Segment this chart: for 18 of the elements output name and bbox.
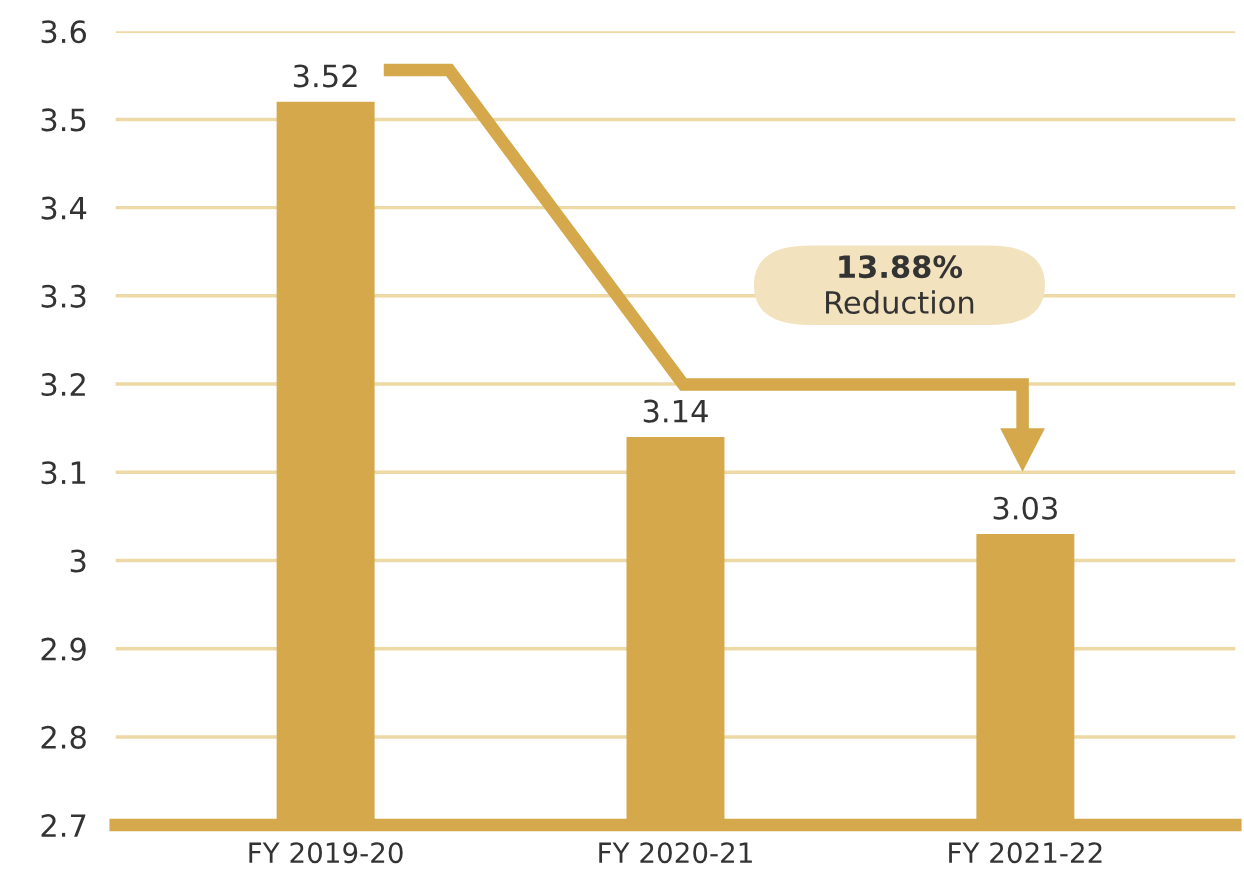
x-tick-label: FY 2021-22 [949, 842, 1102, 864]
data-label: 3.14 [643, 399, 708, 423]
x-tick-label: FY 2020-21 [599, 842, 752, 864]
y-tick-label: 3 [70, 549, 86, 573]
y-tick-label: 2.8 [41, 725, 86, 749]
y-tick-label: 3.1 [41, 461, 86, 485]
y-tick-label: 2.7 [41, 814, 86, 837]
y-tick-label: 3.3 [41, 284, 86, 308]
y-tick-label: 3.2 [41, 372, 85, 397]
y-tick-label: 3.5 [41, 108, 86, 132]
y-tick-label: 3.6 [41, 20, 86, 44]
annotation: Reduction [826, 290, 974, 314]
annotation: 13.88% [839, 255, 963, 279]
data-label: 3.52 [293, 64, 357, 88]
y-tick-label: 3.4 [41, 196, 87, 220]
y-tick-label: 2.9 [41, 637, 86, 661]
data-label: 3.03 [993, 496, 1057, 520]
x-tick-label: FY 2019-20 [249, 842, 403, 864]
